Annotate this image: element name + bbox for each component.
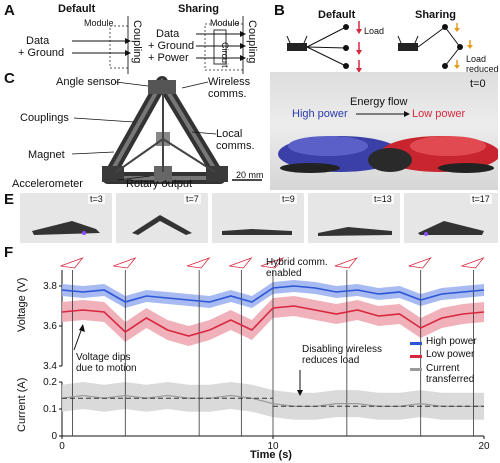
high-power-line xyxy=(61,285,485,303)
panel-letter-a: A xyxy=(4,2,15,19)
legend-high: High power xyxy=(426,336,477,347)
disabling-note: Disabling wireless reduces load xyxy=(302,344,383,366)
voltage-dips-arrowhead xyxy=(79,324,85,332)
current-ytick-label-0: 0 xyxy=(51,431,57,442)
legend-high-swatch xyxy=(410,342,422,345)
frame-time-4: t=13 xyxy=(372,194,394,204)
time-label-d: t=0 xyxy=(470,78,486,90)
voltage-ylabel: Voltage (V) xyxy=(16,277,28,332)
default-title-a: Default xyxy=(58,3,96,15)
event-glyph-1 xyxy=(113,257,137,269)
load-reduced-label: Load reduced xyxy=(466,54,499,74)
low-power-band xyxy=(62,296,484,346)
frame-time-2: t=7 xyxy=(184,194,201,204)
frame-2-robot xyxy=(132,215,192,235)
frame-3-robot xyxy=(222,229,292,235)
voltage-dips-note: Voltage dips due to motion xyxy=(76,352,137,374)
label-wireless: Wireless comms. xyxy=(208,76,251,100)
swarm-photo-d xyxy=(270,72,498,190)
frame-time-3: t=9 xyxy=(280,194,297,204)
xtick-label-2: 20 xyxy=(478,441,490,452)
disabling-arrowhead xyxy=(297,390,303,396)
swarm-shapes xyxy=(278,136,498,173)
frame-time-5: t=17 xyxy=(470,194,492,204)
frame-1-robot xyxy=(32,221,100,235)
label-magnet: Magnet xyxy=(28,149,65,161)
panel-a-diagram xyxy=(72,16,246,74)
panel-letter-f: F xyxy=(4,244,14,261)
panel-letter-e: E xyxy=(4,191,15,208)
sharing-title-a: Sharing xyxy=(178,3,219,15)
sharing-line-data: Data xyxy=(156,28,180,40)
scale-label: 20 mm xyxy=(236,170,264,180)
current-ytick-label-2: 0.2 xyxy=(43,377,57,388)
event-glyph-6 xyxy=(408,257,432,269)
legend-low: Low power xyxy=(426,349,475,360)
panel-letter-b: B xyxy=(274,2,285,19)
energy-flow-arrow xyxy=(356,111,410,117)
event-glyph-7 xyxy=(461,257,485,269)
label-couplings: Couplings xyxy=(20,112,69,124)
legend-low-swatch xyxy=(410,355,422,358)
module-label-default: Module xyxy=(84,18,114,28)
event-glyph-2 xyxy=(187,257,211,269)
xtick-label-0: 0 xyxy=(59,441,65,452)
label-angle-sensor: Angle sensor xyxy=(56,76,121,88)
default-line-data: Data xyxy=(26,35,50,47)
voltage-ytick-label-2: 3.8 xyxy=(43,281,57,292)
default-line-ground: + Ground xyxy=(18,47,65,59)
legend-current-swatch xyxy=(410,368,422,371)
label-accelerometer: Accelerometer xyxy=(12,178,83,190)
legend: High power Low power Current transferred xyxy=(410,337,498,393)
sharing-title-b: Sharing xyxy=(415,9,456,21)
frame-4-robot xyxy=(318,227,392,236)
default-title-b: Default xyxy=(318,9,356,21)
current-line xyxy=(61,394,484,407)
label-local: Local comms. xyxy=(216,128,255,152)
voltage-ytick-label-0: 3.4 xyxy=(43,361,57,372)
current-ytick-label-1: 0.1 xyxy=(43,404,57,415)
frame-5-robot xyxy=(418,221,484,236)
event-glyph-5 xyxy=(334,257,359,269)
event-glyph-4 xyxy=(260,257,285,269)
hybrid-note: Hybrid comm. enabled xyxy=(266,257,328,279)
module-label-sharing: Module xyxy=(210,18,240,28)
event-glyph-3 xyxy=(229,257,253,269)
event-glyph-0 xyxy=(60,257,84,269)
frame-time-1: t=3 xyxy=(88,194,105,204)
energy-flow-label: Energy flow xyxy=(350,96,408,108)
panel-b-diagram xyxy=(286,21,473,73)
panel-letter-c: C xyxy=(4,70,15,87)
low-power-line xyxy=(61,305,485,337)
load-label: Load xyxy=(364,26,385,36)
voltage-ytick-label-1: 3.6 xyxy=(43,321,57,332)
frame-2 xyxy=(116,193,208,243)
low-power-label-d: Low power xyxy=(412,108,466,120)
high-power-label-d: High power xyxy=(292,108,348,120)
time-xlabel: Time (s) xyxy=(250,449,292,461)
module-photo-c xyxy=(71,76,262,185)
label-rotary: Rotary output xyxy=(126,178,193,190)
sharing-line-ground: + Ground xyxy=(148,40,195,52)
current-ylabel: Current (A) xyxy=(16,377,28,432)
sharing-line-power: + Power xyxy=(148,52,189,64)
voltage-dips-arrow xyxy=(73,327,83,351)
legend-current: Current transferred xyxy=(426,363,475,385)
xtick-label-1: 10 xyxy=(267,441,279,452)
